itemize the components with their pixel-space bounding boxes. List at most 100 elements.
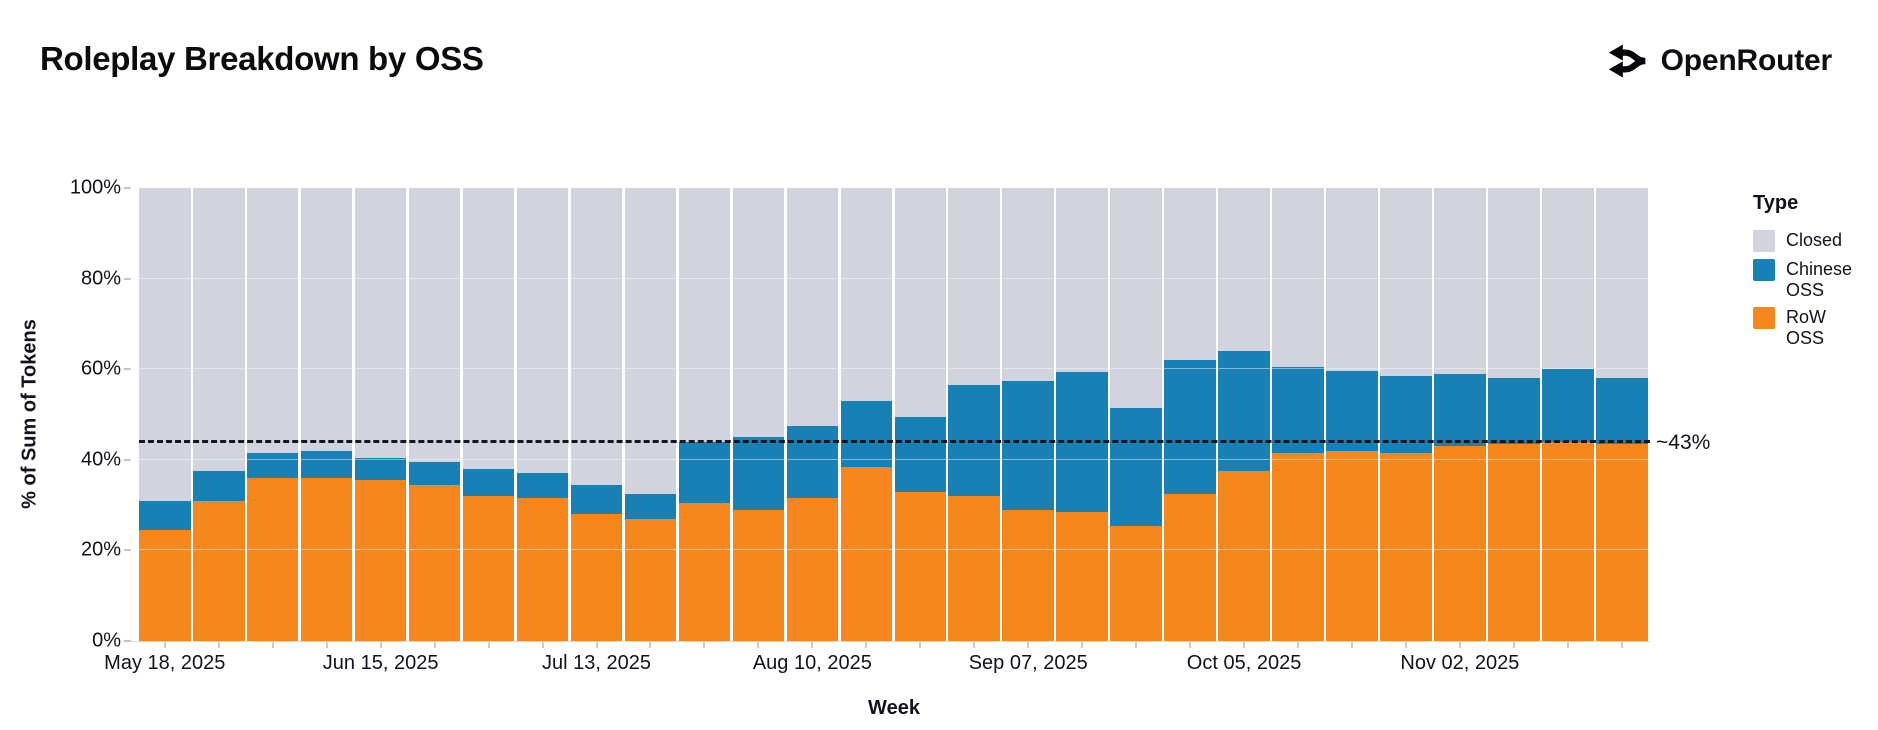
x-tick-mark: [1620, 642, 1623, 648]
segment-chinese-oss[interactable]: [354, 457, 407, 481]
segment-chinese-oss[interactable]: [300, 450, 353, 478]
segment-row-oss[interactable]: [1488, 443, 1540, 641]
bar-week-sep-21-2025[interactable]: [1110, 188, 1162, 641]
bar-week-sep-28-2025[interactable]: [1164, 188, 1216, 641]
bar-week-aug-31-2025[interactable]: [948, 188, 1000, 641]
bar-week-jul-13-2025[interactable]: [570, 188, 623, 641]
y-tick-mark: [124, 458, 131, 461]
segment-row-oss[interactable]: [1542, 441, 1594, 641]
segment-chinese-oss[interactable]: [1002, 380, 1054, 510]
segment-row-oss[interactable]: [246, 477, 299, 641]
segment-row-oss[interactable]: [1056, 511, 1108, 641]
bar-week-nov-16-2025[interactable]: [1542, 188, 1594, 641]
segment-row-oss[interactable]: [139, 530, 191, 641]
bar-week-jul-06-2025[interactable]: [516, 188, 569, 641]
x-tick-label: May 18, 2025: [104, 652, 226, 674]
bar-week-jul-20-2025[interactable]: [624, 188, 677, 641]
legend-label: Closed: [1786, 230, 1843, 250]
y-tick-mark: [124, 640, 131, 642]
legend-item-closed[interactable]: Closed: [1753, 230, 1873, 252]
segment-row-oss[interactable]: [1380, 453, 1432, 641]
segment-row-oss[interactable]: [192, 500, 245, 641]
segment-row-oss[interactable]: [1218, 471, 1270, 641]
bar-week-jun-15-2025[interactable]: [354, 188, 407, 641]
bar-week-oct-19-2025[interactable]: [1326, 188, 1378, 641]
bar-week-oct-26-2025[interactable]: [1380, 188, 1432, 641]
segment-chinese-oss[interactable]: [462, 468, 515, 496]
x-tick-mark: [811, 642, 814, 648]
segment-chinese-oss[interactable]: [1272, 366, 1324, 453]
bar-week-may-18-2025[interactable]: [139, 188, 191, 641]
row-oss-swatch: [1753, 307, 1775, 330]
segment-row-oss[interactable]: [1164, 493, 1216, 641]
segment-chinese-oss[interactable]: [840, 400, 893, 467]
x-tick-mark: [541, 642, 544, 648]
bar-week-jun-29-2025[interactable]: [462, 188, 515, 641]
x-tick-mark: [649, 642, 652, 648]
segment-chinese-oss[interactable]: [1164, 360, 1216, 494]
segment-chinese-oss[interactable]: [516, 473, 569, 499]
bar-week-jun-22-2025[interactable]: [408, 188, 461, 641]
segment-row-oss[interactable]: [624, 518, 677, 641]
segment-row-oss[interactable]: [1272, 453, 1324, 641]
legend-item-chinese-oss[interactable]: Chinese OSS: [1753, 259, 1873, 300]
segment-chinese-oss[interactable]: [139, 500, 191, 530]
segment-row-oss[interactable]: [1326, 450, 1378, 641]
segment-row-oss[interactable]: [408, 484, 461, 641]
x-axis-line: [130, 641, 1650, 642]
bar-week-jun-01-2025[interactable]: [246, 188, 299, 641]
chinese-oss-swatch: [1753, 259, 1775, 281]
segment-row-oss[interactable]: [840, 466, 893, 641]
segment-chinese-oss[interactable]: [408, 462, 461, 485]
bar-week-jul-27-2025[interactable]: [678, 188, 731, 641]
x-tick-mark: [703, 642, 706, 648]
bar-week-sep-07-2025[interactable]: [1002, 188, 1054, 641]
segment-chinese-oss[interactable]: [1218, 351, 1270, 472]
segment-row-oss[interactable]: [1596, 443, 1648, 641]
segment-row-oss[interactable]: [786, 498, 839, 641]
segment-chinese-oss[interactable]: [1542, 369, 1594, 442]
bar-week-sep-14-2025[interactable]: [1056, 188, 1108, 641]
segment-row-oss[interactable]: [948, 496, 1000, 641]
segment-chinese-oss[interactable]: [786, 425, 839, 499]
segment-chinese-oss[interactable]: [1488, 378, 1540, 444]
segment-row-oss[interactable]: [678, 502, 731, 641]
segment-chinese-oss[interactable]: [624, 493, 677, 519]
segment-chinese-oss[interactable]: [732, 437, 785, 510]
segment-row-oss[interactable]: [1110, 525, 1162, 641]
segment-row-oss[interactable]: [732, 509, 785, 641]
segment-chinese-oss[interactable]: [678, 441, 731, 503]
x-tick-mark: [757, 642, 760, 648]
x-tick-mark: [1297, 642, 1300, 648]
legend-item-row-oss[interactable]: RoW OSS: [1753, 307, 1873, 348]
bar-week-nov-09-2025[interactable]: [1488, 188, 1540, 641]
segment-row-oss[interactable]: [894, 491, 947, 641]
bar-week-jun-08-2025[interactable]: [300, 188, 353, 641]
segment-chinese-oss[interactable]: [1110, 407, 1162, 526]
segment-chinese-oss[interactable]: [570, 484, 623, 515]
bar-week-nov-23-2025[interactable]: [1596, 188, 1648, 641]
segment-chinese-oss[interactable]: [1596, 378, 1648, 444]
segment-row-oss[interactable]: [1434, 446, 1486, 641]
segment-chinese-oss[interactable]: [1434, 373, 1486, 447]
x-tick-label: Oct 05, 2025: [1186, 652, 1302, 674]
segment-chinese-oss[interactable]: [1326, 371, 1378, 451]
bar-week-oct-05-2025[interactable]: [1218, 188, 1270, 641]
segment-chinese-oss[interactable]: [894, 416, 947, 492]
segment-row-oss[interactable]: [462, 496, 515, 641]
segment-row-oss[interactable]: [354, 480, 407, 641]
segment-chinese-oss[interactable]: [246, 453, 299, 478]
segment-row-oss[interactable]: [1002, 509, 1054, 641]
bar-week-nov-02-2025[interactable]: [1434, 188, 1486, 641]
segment-row-oss[interactable]: [300, 477, 353, 641]
bar-week-aug-10-2025[interactable]: [786, 188, 839, 641]
segment-row-oss[interactable]: [516, 498, 569, 641]
segment-chinese-oss[interactable]: [192, 471, 245, 501]
segment-row-oss[interactable]: [570, 514, 623, 641]
bar-week-aug-03-2025[interactable]: [732, 188, 785, 641]
bar-week-aug-17-2025[interactable]: [840, 188, 893, 641]
bar-week-aug-24-2025[interactable]: [894, 188, 947, 641]
bar-week-oct-12-2025[interactable]: [1272, 188, 1324, 641]
bar-week-may-25-2025[interactable]: [192, 188, 245, 641]
